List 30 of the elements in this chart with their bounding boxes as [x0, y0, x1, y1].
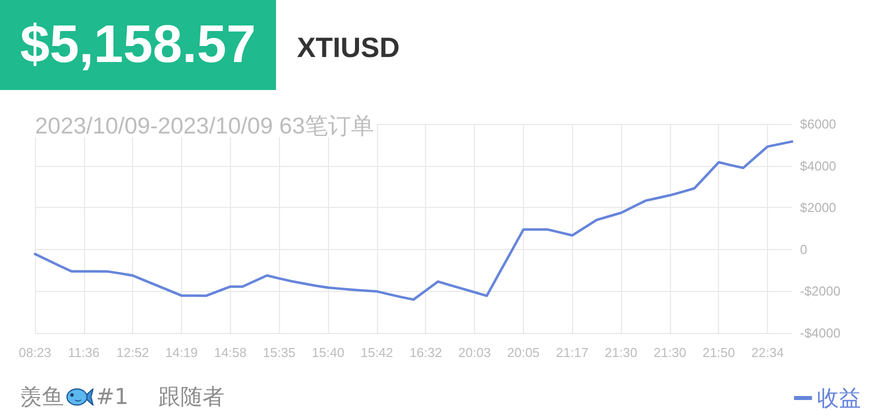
x-tick-label: 15:42 [360, 345, 394, 360]
x-tick-label: 22:34 [751, 345, 784, 360]
x-tick-label: 21:30 [604, 345, 638, 360]
line-series [34, 140, 794, 301]
x-tick-label: 21:17 [556, 345, 588, 360]
x-tick-label: 14:58 [214, 345, 247, 360]
y-tick-label: 0 [800, 242, 808, 257]
y-tick-label: $2000 [800, 200, 836, 216]
x-tick-label: 15:35 [262, 345, 296, 360]
chart-subtitle: XTIUSD [297, 31, 400, 65]
x-tick-label: 16:32 [409, 345, 442, 360]
text: 跟随者 [158, 384, 224, 412]
text: #1 [96, 384, 128, 410]
x-tick-label: 14:19 [165, 345, 198, 360]
x-tick-label: 20:03 [458, 345, 491, 360]
x-tick-label: 20:05 [507, 345, 540, 360]
x-tick-label: 08:23 [18, 345, 52, 360]
x-tick-label: 12:52 [116, 345, 149, 360]
y-tick-label: $6000 [800, 116, 836, 132]
x-tick-label: 21:30 [654, 345, 686, 360]
annotation: 2023/10/09-2023/10/09 63笔订单 [35, 112, 374, 138]
y-tick-label: $4000 [800, 158, 836, 174]
y-tick-label: -$4000 [800, 326, 840, 340]
y-tick-label: -$2000 [800, 284, 840, 299]
x-tick-label: 21:50 [702, 345, 736, 360]
chart-title: $5,158.57 [20, 15, 256, 75]
legend-label: 收益 [817, 386, 861, 410]
x-tick-label: 15:40 [312, 345, 344, 360]
x-tick-label: 11:36 [68, 345, 100, 360]
text: 羡鱼 [20, 384, 64, 412]
